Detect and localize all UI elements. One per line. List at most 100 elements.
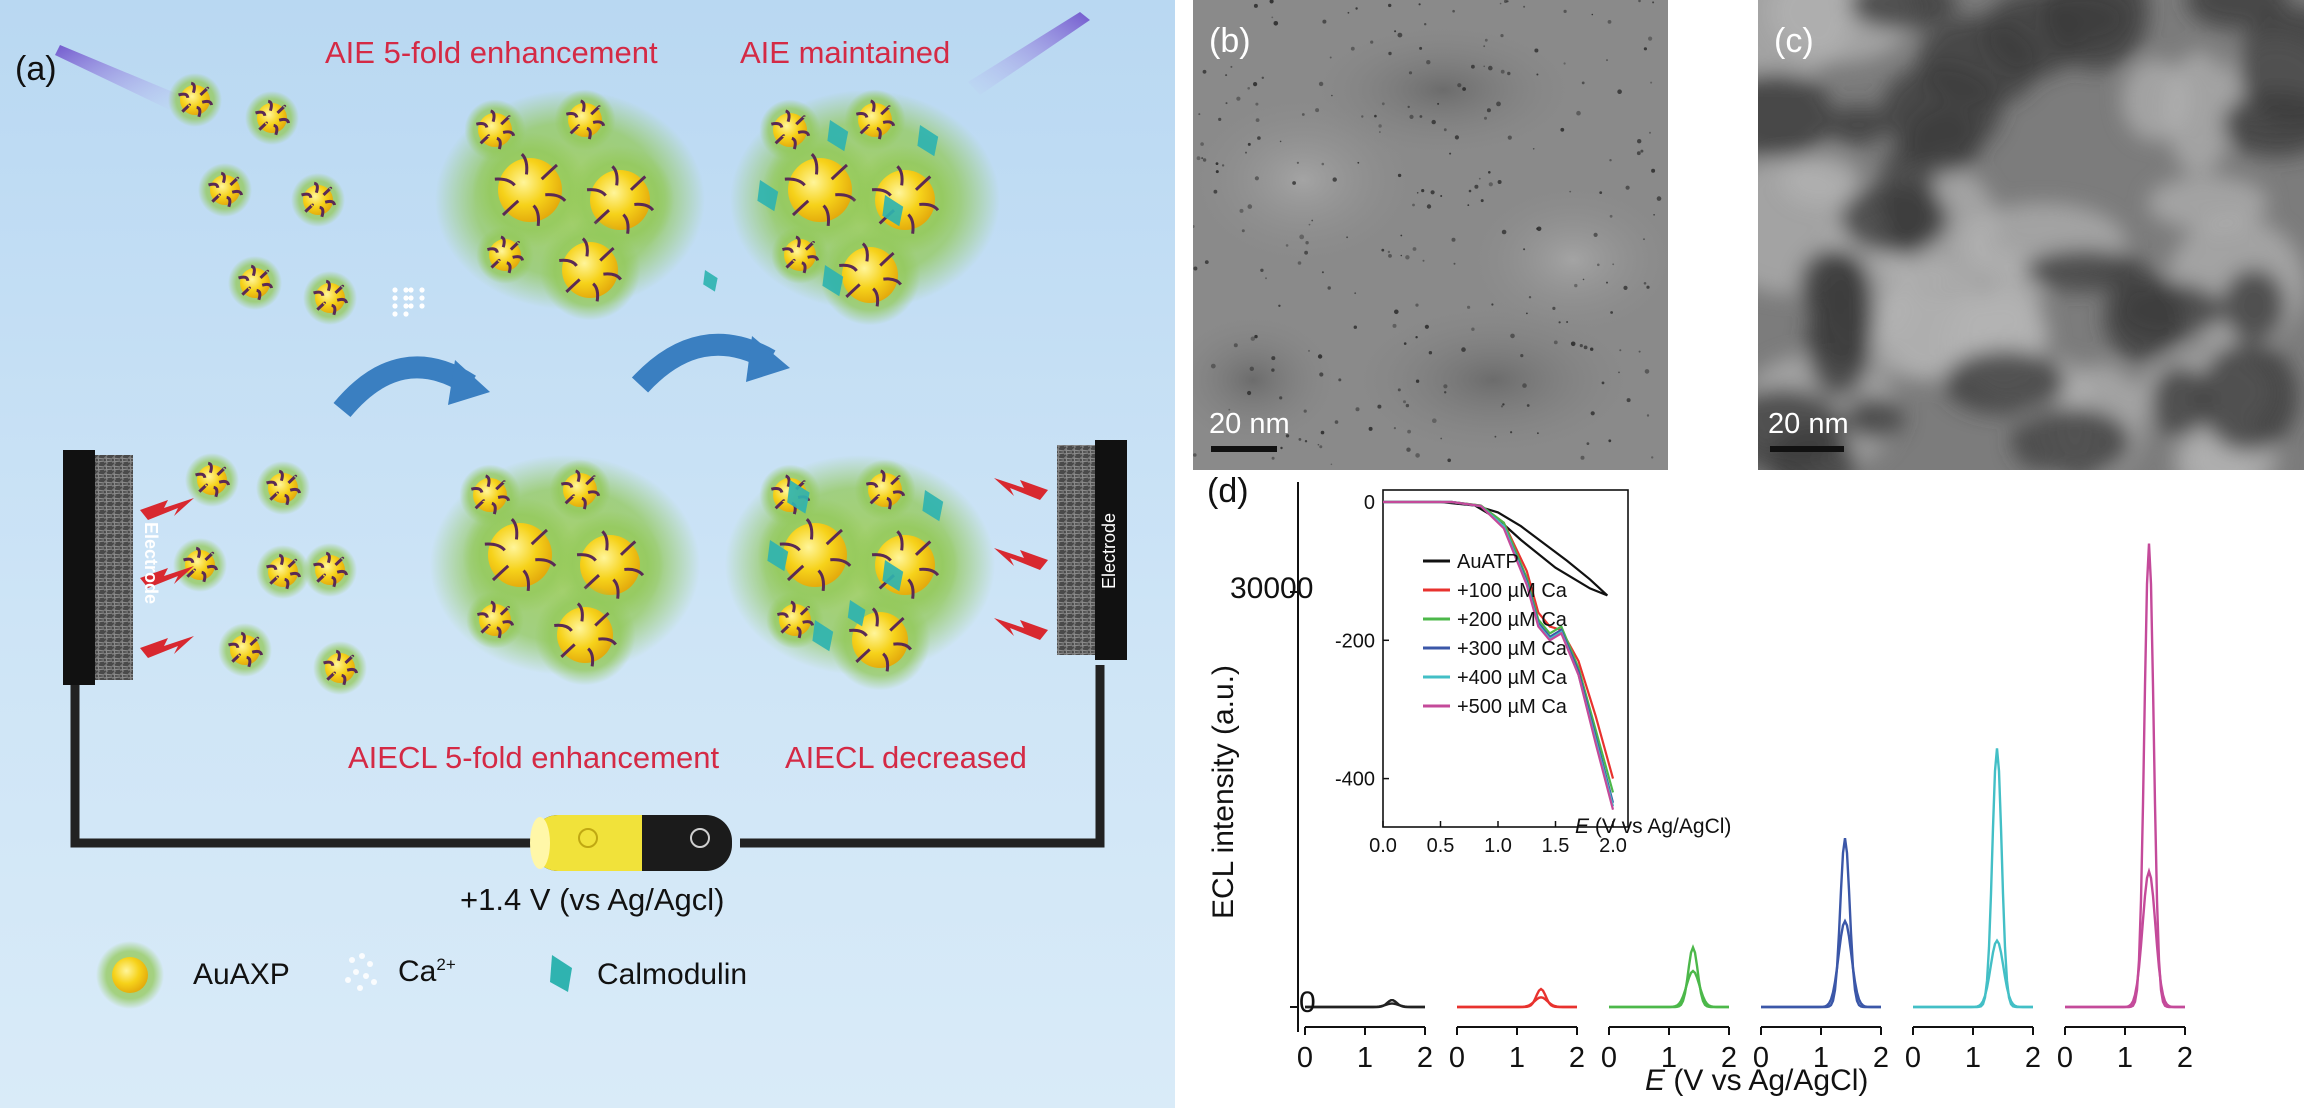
tem-speck: [1379, 131, 1381, 133]
tem-speck: [1320, 430, 1325, 435]
tem-speck: [1213, 189, 1218, 194]
ca-ion-dot: [419, 303, 425, 309]
tem-speck: [1419, 115, 1423, 118]
free-nanocluster: [173, 538, 227, 592]
tem-speck: [1392, 323, 1397, 328]
tem-speck: [1625, 185, 1630, 190]
tem-texture-b: [1193, 0, 1668, 466]
inset-x-tick-label: 0.5: [1427, 835, 1455, 857]
tem-speck: [1271, 356, 1276, 361]
tem-speck: [1443, 384, 1448, 389]
tem-speck: [1500, 34, 1504, 38]
tem-speck: [1377, 404, 1382, 409]
calmodulin-shape: [703, 270, 718, 292]
tem-dark-region: [1829, 105, 1887, 145]
ytick-0: 0: [1299, 986, 1316, 1019]
free-nanocluster: [303, 271, 357, 325]
spark-icon: [140, 498, 194, 520]
tem-speck: [1347, 11, 1350, 14]
ca-ion-dot: [392, 287, 398, 293]
tem-speck: [1388, 3, 1392, 8]
scale-bar-c-label: 20 nm: [1768, 408, 1849, 440]
free-nanocluster: [303, 543, 357, 597]
aggregated-nanocluster: [464, 99, 526, 161]
tem-dark-region: [1918, 16, 2040, 108]
spark-icon: [994, 478, 1048, 500]
inset-frame: [1382, 489, 1629, 828]
tem-speck: [1318, 81, 1324, 87]
tem-speck: [1255, 102, 1259, 106]
x-tick-label: 2: [1873, 1042, 1889, 1074]
inset-legend-label: +500 µM Ca: [1457, 696, 1568, 718]
x-tick-label: 1: [1813, 1042, 1829, 1074]
x-tick-label: 0: [1449, 1042, 1465, 1074]
aiecl-enhancement-label: AIECL 5-fold enhancement: [348, 740, 720, 775]
tem-speck: [1583, 345, 1588, 350]
tem-speck: [1271, 16, 1274, 19]
tem-speck: [1370, 40, 1374, 44]
tem-speck: [1355, 7, 1358, 10]
tem-speck: [1378, 124, 1382, 128]
tem-speck: [1400, 234, 1403, 237]
calmodulin-shape: [922, 490, 944, 522]
tem-speck: [1305, 241, 1309, 245]
tem-speck: [1249, 366, 1254, 371]
aggregated-nanocluster: [549, 459, 611, 521]
tem-dark-region: [2012, 407, 2132, 470]
tem-speck: [1656, 196, 1662, 201]
tem-speck: [1582, 278, 1585, 281]
tem-speck: [1623, 285, 1628, 290]
tem-speck: [1507, 71, 1511, 76]
tem-speck: [1558, 321, 1561, 324]
ca-ion-dot: [403, 303, 409, 309]
inset-x-axis-label: E (V vs Ag/AgCl): [1575, 815, 1732, 838]
ca-ion-dot: [403, 311, 409, 317]
tem-dark-region: [1840, 184, 1950, 254]
tem-speck: [1228, 408, 1231, 411]
tem-speck: [1440, 437, 1443, 440]
tem-speck: [1483, 65, 1485, 68]
tem-speck: [1260, 268, 1264, 272]
tem-speck: [1606, 281, 1608, 284]
tem-speck: [1278, 304, 1281, 307]
tem-speck: [1431, 119, 1436, 125]
tem-speck: [1597, 263, 1600, 267]
panel-d-label: (d): [1207, 472, 1249, 510]
tem-speck: [1299, 234, 1305, 240]
tem-speck: [1437, 102, 1440, 105]
tem-speck: [1329, 56, 1332, 59]
tem-speck: [1570, 341, 1576, 347]
ecl-peak-curve-second: [1305, 1002, 1425, 1009]
tem-speck: [1279, 396, 1283, 400]
tem-speck: [1449, 152, 1452, 155]
tem-speck: [1644, 369, 1650, 374]
tem-light-region: [2148, 176, 2268, 230]
tem-speck: [1338, 378, 1342, 382]
left-electrode: [63, 450, 133, 685]
x-tick-label: 2: [1569, 1042, 1585, 1074]
tem-speck: [1388, 51, 1392, 56]
tem-speck: [1502, 403, 1505, 406]
tem-speck: [1202, 158, 1207, 162]
tem-speck: [1484, 38, 1488, 42]
aie-enhancement-label: AIE 5-fold enhancement: [325, 35, 658, 70]
tem-speck: [1453, 262, 1456, 265]
tem-speck: [1319, 372, 1324, 377]
tem-speck: [1426, 60, 1431, 65]
tem-speck: [1593, 232, 1598, 237]
tem-speck: [1334, 420, 1339, 424]
ecl-peak-curve: [1913, 748, 2033, 1009]
ca-ion-dot: [408, 287, 414, 293]
ecl-chart: 0 1 2 0 1 2 0 1 2 0 1 2 0 1 2 0 1 20.0 0.5 1.0 1.5 2.00-200-4…: [1290, 482, 2193, 1074]
legend-symbols: [96, 941, 572, 1009]
tem-speck: [1408, 71, 1413, 75]
tem-speck: [1522, 383, 1527, 388]
tem-speck: [1507, 135, 1512, 140]
calmodulin-shape: [822, 265, 844, 297]
inset-chart: 0.0 0.5 1.0 1.5 2.0 0 -200 -400 AuATP +100 µM Ca +…: [1335, 489, 1629, 857]
tem-speck: [1520, 354, 1524, 358]
tem-speck: [1451, 237, 1456, 242]
aggregated-nanocluster: [459, 464, 521, 526]
circuit-wire: [70, 660, 1105, 848]
uv-beams: [55, 12, 1090, 110]
